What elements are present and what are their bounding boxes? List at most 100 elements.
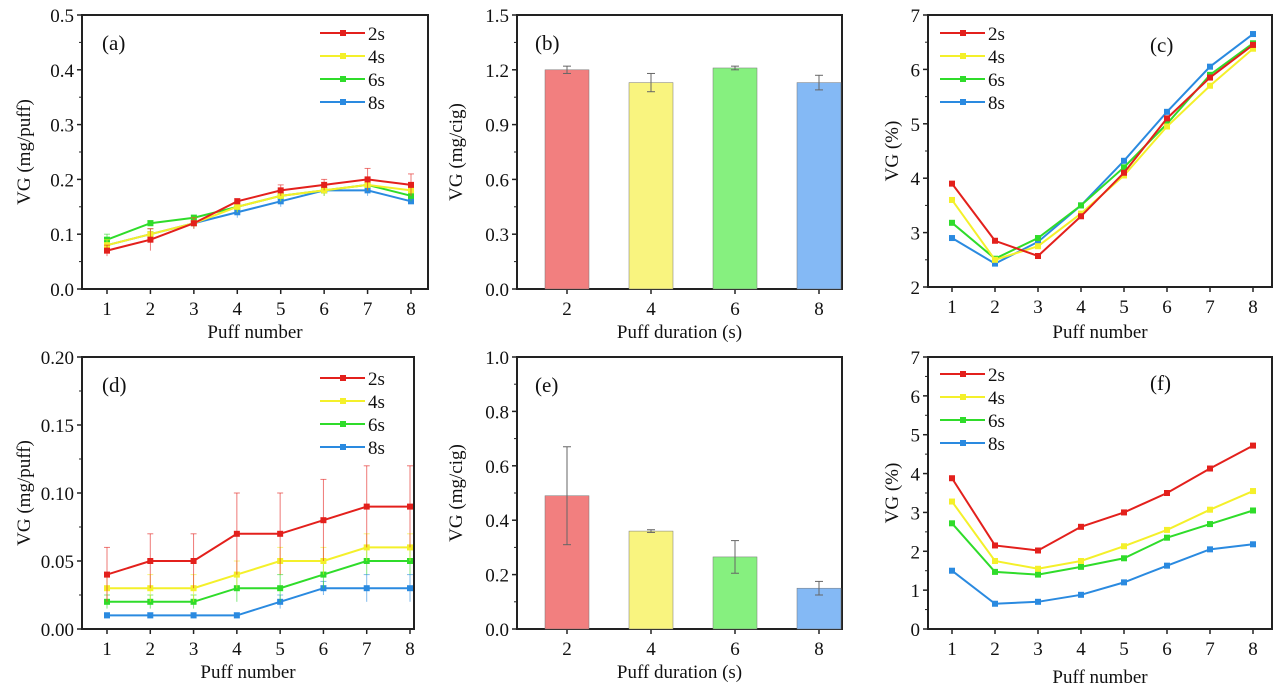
y-tick-label: 4 (911, 465, 921, 486)
y-tick-label: 0.1 (50, 225, 74, 246)
data-point (234, 198, 241, 205)
legend-marker-2s (960, 371, 966, 377)
legend-label: 2s (988, 24, 1005, 45)
panel-letter: (b) (535, 31, 560, 55)
x-tick-label: 2 (146, 639, 156, 660)
y-tick-label: 0.6 (485, 457, 509, 478)
y-tick-label: 0.00 (41, 620, 74, 641)
legend-marker-4s (340, 398, 346, 404)
bar-4 (628, 82, 674, 290)
bar-6 (712, 67, 758, 290)
y-tick-label: 5 (911, 426, 921, 447)
data-point (277, 530, 284, 537)
data-point (1035, 547, 1041, 554)
legend-marker-4s (960, 394, 966, 400)
y-tick-label: 7 (911, 6, 921, 27)
series-line-4s (951, 490, 1254, 570)
y-tick-label: 1 (911, 581, 921, 602)
data-point (1164, 108, 1170, 115)
data-point (1035, 598, 1041, 605)
series-line-2s (106, 178, 412, 252)
data-point (407, 585, 413, 592)
y-tick-label: 4 (911, 169, 921, 190)
series-line-6s (107, 560, 410, 603)
data-point (147, 558, 154, 564)
data-point (1121, 164, 1127, 171)
x-tick-label: 1 (947, 297, 957, 318)
x-tick-label: 2 (562, 299, 572, 320)
series-2s (104, 167, 414, 257)
x-tick-label: 2 (990, 297, 1000, 318)
data-point (1078, 202, 1084, 209)
data-point (320, 517, 327, 524)
x-axis-label: Puff number (1052, 322, 1148, 343)
data-point (949, 235, 955, 242)
data-point (104, 571, 110, 578)
panel-letter: (d) (102, 373, 127, 397)
data-point (992, 256, 998, 263)
y-tick-label: 0.4 (50, 61, 74, 82)
x-axis-label: Puff duration (s) (617, 322, 742, 343)
data-point (1035, 252, 1041, 259)
y-tick-label: 0 (911, 620, 921, 641)
y-tick-label: 0.0 (485, 280, 509, 301)
data-point (1207, 63, 1213, 70)
data-point (949, 498, 955, 505)
data-point (1250, 488, 1256, 495)
panel-a: 0.0 0.1 0.2 0.3 0.4 0.5 VG (mg/puff) Puff numbe… (14, 6, 429, 343)
series-2s (104, 465, 413, 602)
series-8s (949, 541, 1256, 607)
data-point (1078, 213, 1084, 220)
data-point (949, 567, 955, 574)
data-point (1121, 157, 1127, 164)
data-point (992, 260, 998, 267)
y-tick-label: 0.8 (485, 402, 509, 423)
legend-label: 6s (988, 411, 1005, 432)
data-point (949, 219, 955, 226)
x-tick-label: 1 (947, 639, 957, 660)
series-line-4s (107, 546, 410, 590)
x-axis-label: Puff number (200, 662, 296, 683)
series-2s (949, 41, 1256, 259)
legend-label: 6s (368, 415, 385, 436)
x-tick-label: 5 (1119, 297, 1129, 318)
data-point (992, 568, 998, 575)
data-point (1207, 546, 1213, 553)
legend-marker-6s (960, 417, 966, 423)
data-point (1078, 563, 1084, 570)
legend-label: 2s (368, 369, 385, 390)
data-point (147, 220, 154, 227)
x-tick-label: 5 (276, 299, 286, 320)
y-axis-label: VG (%) (882, 121, 903, 182)
x-tick-label: 8 (405, 639, 415, 660)
panel-c: 2 3 4 5 6 7 VG (%) Puff number (c) 1 2 3 4 5 6 7 8 8s6s4s… (882, 6, 1273, 343)
y-axis-label: VG (mg/puff) (14, 440, 35, 546)
legend-marker-4s (960, 53, 966, 59)
series-2s (949, 442, 1256, 554)
panel-letter: (f) (1150, 371, 1171, 395)
x-tick-label: 8 (1248, 639, 1258, 660)
y-tick-label: 0.9 (485, 116, 509, 137)
y-tick-label: 0.2 (485, 566, 509, 587)
y-tick-label: 1.5 (485, 6, 509, 27)
series-4s (949, 488, 1256, 572)
y-tick-label: 0.15 (41, 416, 74, 437)
x-tick-label: 2 (146, 299, 156, 320)
legend-marker-2s (340, 375, 346, 381)
data-point (104, 247, 110, 254)
data-point (408, 181, 414, 188)
data-point (992, 237, 998, 244)
legend-marker-6s (340, 421, 346, 427)
x-tick-label: 6 (1162, 639, 1172, 660)
legend-label: 8s (988, 434, 1005, 455)
data-point (190, 612, 197, 619)
data-point (1121, 543, 1127, 550)
series-line-8s (951, 33, 1254, 265)
y-tick-label: 0.10 (41, 484, 74, 505)
data-point (1164, 490, 1170, 496)
legend-label: 8s (368, 438, 385, 459)
data-point (1035, 565, 1041, 572)
panel-f: 0 1 2 3 4 5 6 7 VG (%) Puff number (f) 1 2 3 4 5 6 7 8 8s6s… (882, 348, 1273, 688)
x-tick-label: 4 (232, 639, 242, 660)
data-point (1207, 521, 1213, 528)
